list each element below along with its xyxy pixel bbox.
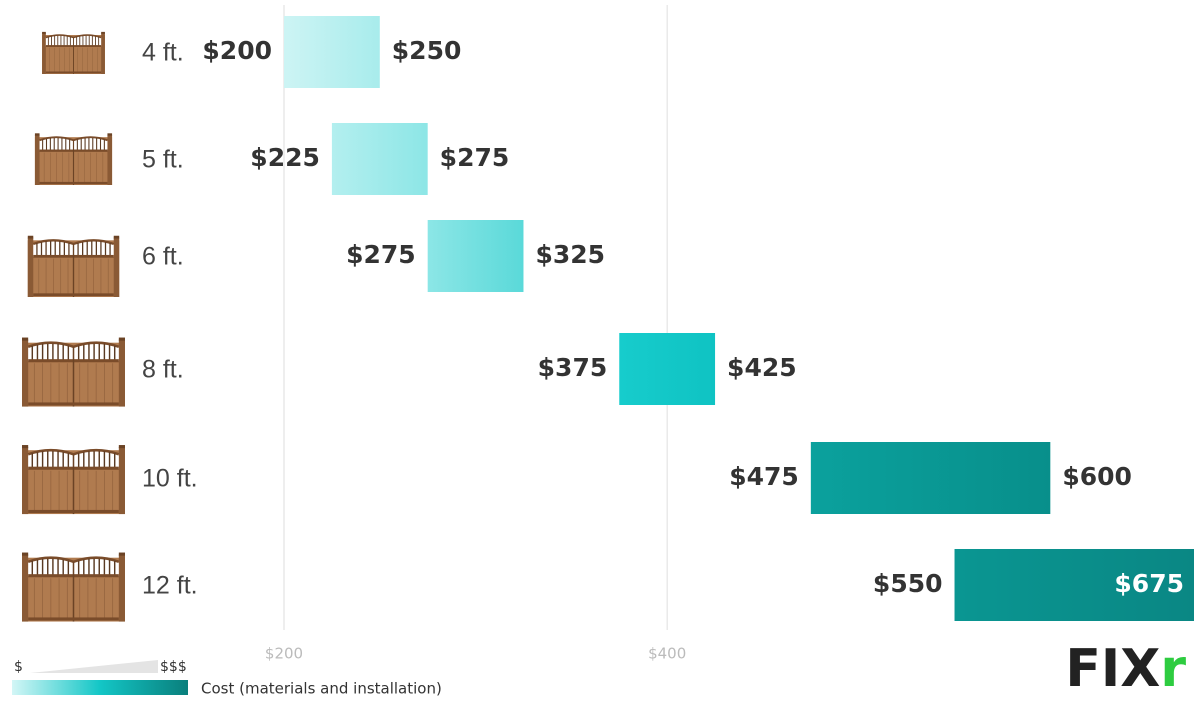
category-label: 6 ft. [142, 243, 184, 271]
logo-accent: r [1160, 639, 1186, 699]
legend-low: $ [14, 659, 23, 675]
low-label: $375 [538, 353, 608, 382]
category-label: 8 ft. [142, 356, 184, 384]
bar [284, 16, 380, 88]
bar [332, 123, 428, 195]
high-label: $325 [535, 240, 605, 269]
high-label: $250 [392, 36, 462, 65]
x-tick-label: $200 [265, 645, 303, 663]
low-label: $275 [346, 240, 416, 269]
gate-images [22, 32, 125, 622]
high-label: $425 [727, 353, 797, 382]
legend-title: Cost (materials and installation) [201, 680, 442, 698]
category-label: 10 ft. [142, 465, 198, 493]
bar [619, 333, 715, 405]
legend-wedge [30, 660, 158, 673]
legend-bar [12, 680, 188, 695]
high-label: $275 [440, 143, 510, 172]
x-tick-label: $400 [648, 645, 686, 663]
category-label: 12 ft. [142, 572, 198, 600]
legend-high: $$$ [160, 659, 187, 675]
logo: FIXr [1065, 639, 1186, 699]
low-label: $475 [729, 462, 799, 491]
category-label: 5 ft. [142, 146, 184, 174]
bar [428, 220, 524, 292]
category-label: 4 ft. [142, 39, 184, 67]
logo-main: FIX [1065, 639, 1160, 699]
high-label: $675 [1114, 569, 1184, 598]
high-label: $600 [1062, 462, 1132, 491]
bar [811, 442, 1050, 514]
low-label: $200 [202, 36, 272, 65]
low-label: $550 [873, 569, 943, 598]
low-label: $225 [250, 143, 320, 172]
